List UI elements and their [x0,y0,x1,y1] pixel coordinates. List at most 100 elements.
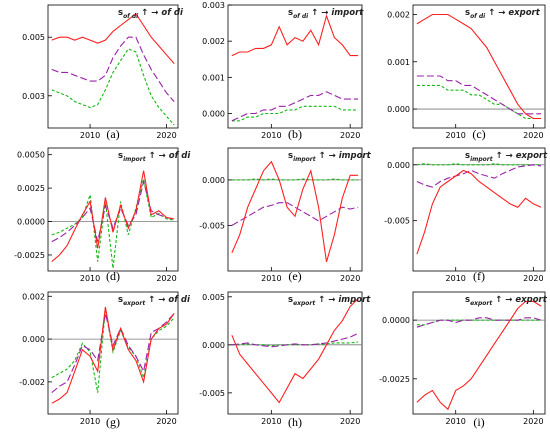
y-tick-label: -0.005 [384,217,410,226]
chart-panel-d: 0.0050 0.0025 0.0000 -0.0025 2010 2020 simport… [14,147,191,283]
panel-caption: (i) [473,415,484,429]
title-target: import [331,8,364,18]
series-line-solid [416,300,542,411]
title-subscript: import [470,156,494,163]
chart-panel-g: 0.002 0.000 -0.002 2010 2020 sexport ↑ → of d… [19,291,191,429]
title-symbol: s [465,151,470,161]
panel-title: sexport ↑ → of di [118,295,191,307]
x-tick-label: 2020 [340,417,360,426]
series-line-dotted [231,105,359,122]
panel-title: simport ↑ → export [465,151,548,163]
x-tick-label: 2020 [156,417,176,426]
panel-caption: (c) [472,127,485,141]
series-line-dashed [416,317,542,328]
chart-panel-b: 0.003 0.002 0.001 0.000 2010 2020 sof di ↑ → i… [202,1,364,141]
x-tick-label: 2020 [156,131,176,140]
series-line-dotted [416,319,542,326]
y-tick-label: 0.0050 [17,151,45,160]
y-tick-label: -0.005 [199,389,225,398]
x-tick-label: 2010 [80,417,100,426]
y-tick-label: 0.003 [22,92,45,101]
panel-title: sexport ↑ → import [288,295,371,307]
x-tick-label: 2010 [446,417,466,426]
series-line-dashed [51,181,175,243]
title-arrow: ↑ → [492,295,515,305]
y-tick-label: 0.0000 [17,218,45,227]
title-arrow: ↑ → [485,8,508,18]
title-target: of di [161,8,184,18]
title-subscript: of di [470,13,486,20]
title-subscript: export [470,300,493,307]
x-tick-label: 2020 [523,274,543,283]
series-line-solid [231,160,359,263]
title-target: import [339,151,372,161]
y-tick-label: 0.005 [22,33,45,42]
title-symbol: s [465,8,470,18]
y-tick-label: 0.001 [202,73,225,82]
series-line-dotted [51,178,175,269]
panel-title: simport ↑ → of di [118,151,191,163]
y-tick-label: 0.002 [202,37,225,46]
y-tick-label: 0.0000 [382,316,410,325]
x-tick-label: 2010 [80,131,100,140]
title-symbol: s [118,8,123,18]
y-tick-label: 0.000 [387,105,410,114]
series-line-solid [51,13,175,64]
panel-title: sof di ↑ → import [288,8,364,20]
y-tick-label: 0.005 [202,293,225,302]
y-tick-label: 0.000 [202,341,225,350]
series-line-solid [231,298,359,404]
title-subscript: import [123,156,147,163]
x-tick-label: 2010 [80,274,100,283]
y-tick-label: 0.000 [202,176,225,185]
title-target: export [508,8,540,18]
x-tick-label: 2010 [261,274,281,283]
panel-caption: (d) [106,269,120,283]
series-line-solid [51,170,175,263]
panel-title: sexport ↑ → export [465,295,548,307]
title-symbol: s [465,295,470,305]
series-line-dashed [231,91,359,122]
panel-caption: (f) [473,269,485,283]
panel-caption: (e) [288,269,301,283]
series-line-dotted [416,163,542,166]
title-symbol: s [288,295,293,305]
y-tick-label: 0.000 [202,110,225,119]
title-arrow: ↑ → [146,151,169,161]
chart-panel-f: 0.000 -0.005 2010 2020 simport ↑ → export (f) [384,147,548,283]
plot-frame [412,147,546,272]
series-line-dotted [51,48,175,126]
title-target: export [515,295,547,305]
title-arrow: ↑ → [315,295,338,305]
plot-frame [47,147,179,272]
x-tick-label: 2020 [340,274,360,283]
title-subscript: of di [123,13,139,20]
chart-panel-c: 0.002 0.001 0.000 2010 2020 sof di ↑ → export… [387,4,546,141]
title-symbol: s [288,151,293,161]
title-symbol: s [118,151,123,161]
panel-caption: (b) [288,127,302,141]
panel-caption: (g) [106,415,120,429]
x-tick-label: 2020 [523,417,543,426]
series-line-dotted [231,178,359,181]
series-line-dashed [231,332,359,348]
y-tick-label: -0.002 [19,378,45,387]
panel-title: simport ↑ → import [288,151,372,163]
series-line-dotted [416,84,542,120]
title-symbol: s [118,295,123,305]
series-line-solid [416,13,542,120]
series-line-solid [416,169,542,255]
panel-caption: (a) [106,127,119,141]
x-tick-label: 2010 [261,131,281,140]
title-subscript: export [123,300,146,307]
chart-panel-h: 0.005 0.000 -0.005 2010 2020 sexport ↑ → impo… [199,291,371,429]
series-line-dashed [231,202,359,226]
x-tick-label: 2010 [446,274,466,283]
x-tick-label: 2020 [156,274,176,283]
title-arrow: ↑ → [316,151,339,161]
y-tick-label: -0.0025 [14,251,45,260]
